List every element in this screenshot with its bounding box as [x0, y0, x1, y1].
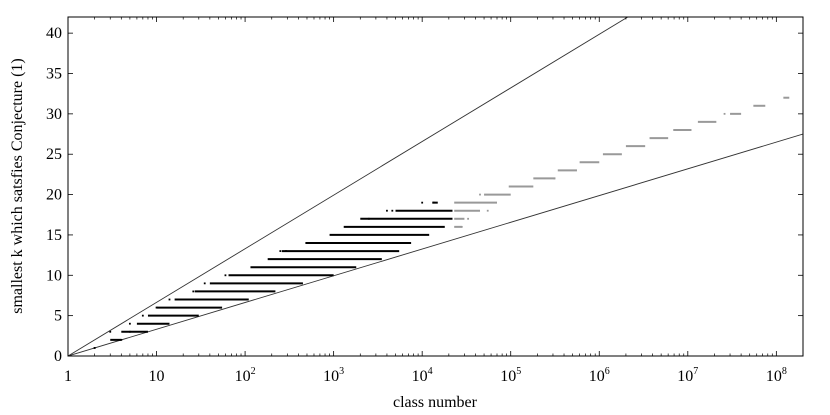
data-point [553, 177, 556, 180]
x-tick-label: 108 [766, 366, 787, 385]
data-point [673, 129, 675, 131]
x-tick-label: 102 [235, 366, 256, 385]
bound-line [68, 133, 803, 356]
x-tick-label: 106 [589, 366, 610, 385]
data-point [203, 282, 206, 285]
data-point [723, 112, 726, 115]
x-tick-label: 107 [677, 366, 698, 385]
bound-line [68, 17, 629, 356]
x-tick-label: 10 [149, 368, 165, 385]
data-point [168, 298, 171, 301]
data-point [285, 250, 287, 252]
data-point [176, 298, 178, 301]
data-point [460, 225, 463, 228]
data-point [128, 330, 131, 333]
data-point [530, 185, 533, 188]
data-point [120, 338, 123, 341]
data-point [192, 290, 195, 293]
y-tick-label: 35 [46, 66, 62, 83]
x-tick-label: 104 [412, 366, 433, 385]
data-point [93, 347, 96, 349]
data-point [386, 209, 388, 212]
y-tick-label: 5 [54, 308, 62, 325]
data-point [109, 330, 112, 333]
axis-ticks [67, 17, 804, 357]
data-point [128, 322, 131, 325]
data-point [432, 201, 435, 204]
x-tick-label: 1 [64, 368, 72, 385]
data-point [279, 250, 282, 252]
y-tick-labels: 0 5 10 15 20 25 30 35 40 [46, 25, 62, 365]
bound-lines [68, 17, 803, 356]
y-tick-label: 40 [46, 25, 62, 42]
data-point [224, 274, 227, 277]
y-tick-label: 25 [46, 146, 62, 163]
data-point [467, 217, 469, 220]
plot-frame [67, 16, 804, 357]
x-tick-labels: 1 10 102 103 104 105 106 107 108 [64, 366, 787, 385]
data-point [155, 306, 158, 309]
y-axis-title: smallest k which satsfies Conjecture (1) [9, 58, 26, 314]
x-tick-label: 105 [500, 366, 521, 385]
data-point [367, 217, 370, 220]
y-tick-label: 15 [46, 227, 62, 244]
y-tick-label: 10 [46, 267, 62, 284]
y-tick-label: 0 [54, 348, 62, 365]
y-tick-label: 30 [46, 106, 62, 123]
data-point [421, 201, 424, 204]
data-point [486, 209, 489, 212]
y-tick-label: 20 [46, 187, 62, 204]
x-axis-title: class number [393, 394, 478, 411]
data-point [141, 314, 144, 317]
x-tick-label: 103 [323, 366, 344, 385]
data-marks [93, 96, 790, 349]
data-point [479, 193, 481, 196]
data-point [391, 209, 394, 212]
